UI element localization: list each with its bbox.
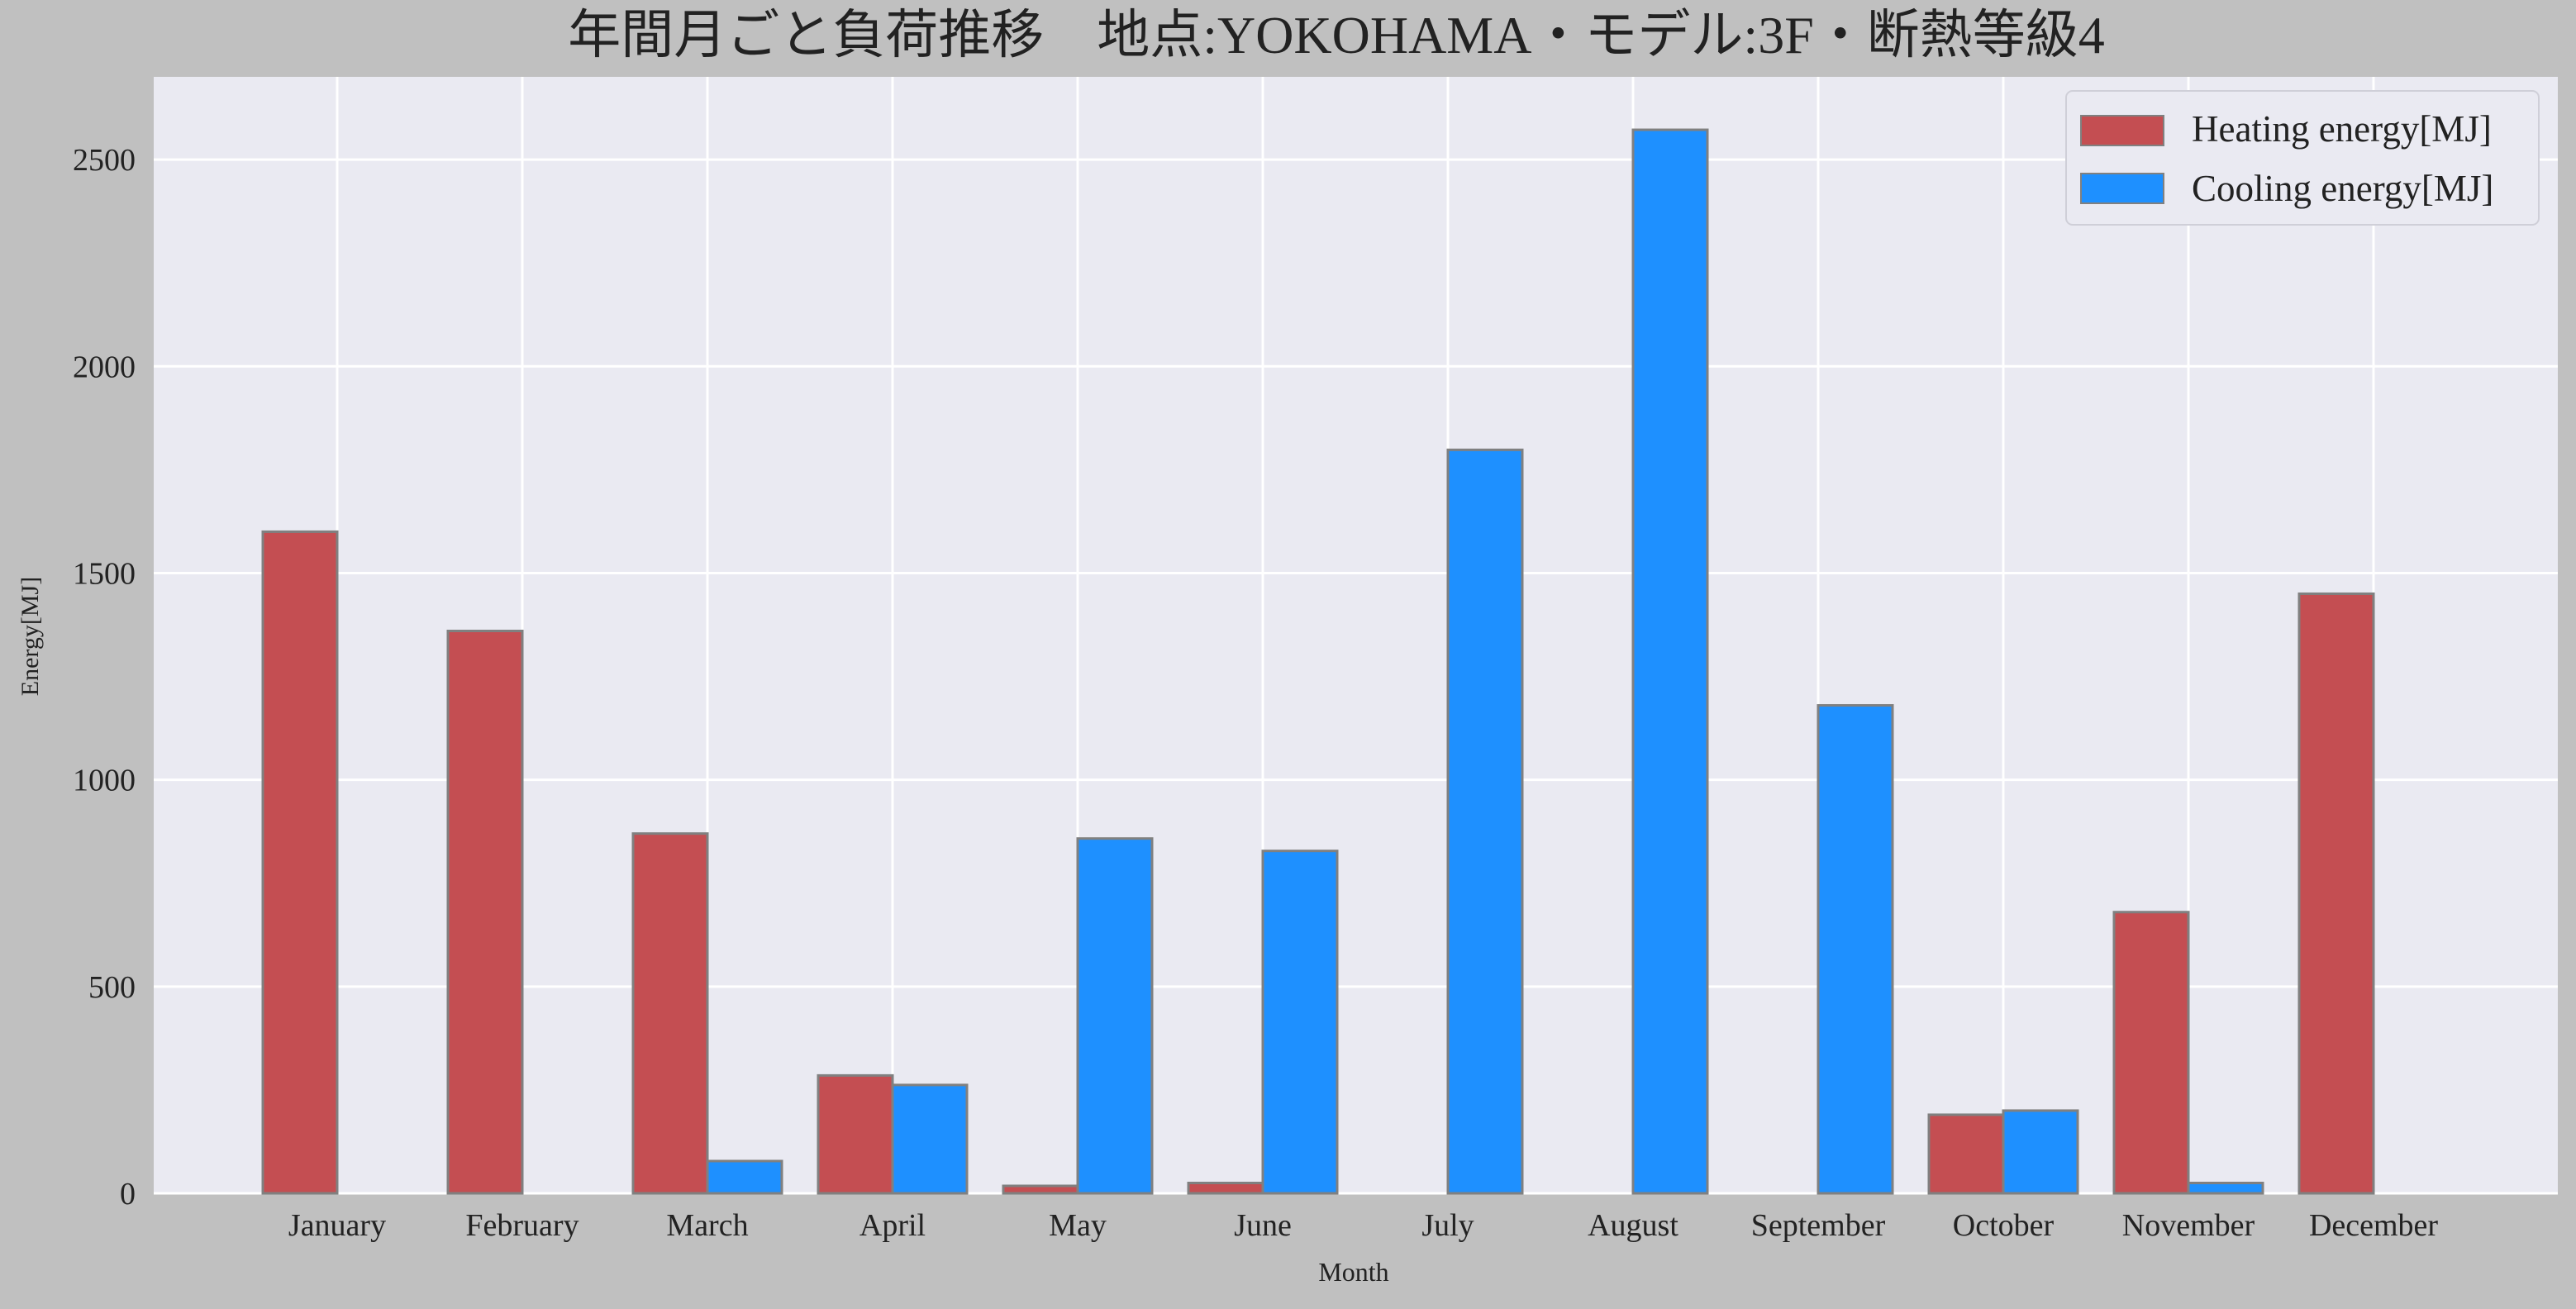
legend-swatch-heating [2080,115,2164,146]
bar-heating [1927,1113,2005,1195]
bar-heating [631,832,709,1195]
bar-heating [2297,592,2375,1195]
bar-heating [1002,1184,1079,1195]
bar-cooling [2002,1109,2079,1195]
y-axis-label: Energy[MJ] [17,577,44,696]
x-axis-ticks: January February March April May June July Augu… [288,1208,2438,1243]
y-tick-label: 1000 [73,764,136,798]
x-tick-label: June [1234,1208,1292,1243]
x-tick-label: December [2309,1208,2438,1243]
x-tick-label: July [1421,1208,1474,1243]
x-tick-label: March [666,1208,748,1243]
x-tick-label: February [465,1208,579,1243]
legend-box [2065,90,2540,226]
bars [261,128,2375,1195]
y-tick-label: 1500 [73,556,136,591]
y-tick-label: 2000 [73,350,136,384]
bar-cooling [1817,704,1894,1195]
bar-heating [1187,1181,1264,1195]
chart-title: 年間月ごと負荷推移 地点:YOKOHAMA・モデル:3F・断熱等級4 [568,6,2105,64]
y-tick-label: 2500 [73,143,136,178]
x-tick-label: November [2122,1208,2255,1243]
y-axis-ticks: 0 500 1000 1500 2000 2500 [73,143,136,1211]
x-tick-label: January [288,1208,386,1243]
legend: Heating energy[MJ] Cooling energy[MJ] [2065,90,2540,226]
x-tick-label: August [1588,1208,1678,1243]
bar-cooling [1446,448,1524,1195]
legend-label-heating: Heating energy[MJ] [2192,108,2492,150]
bar-cooling [1076,837,1154,1195]
x-tick-label: October [1953,1208,2055,1243]
bar-cooling [2187,1181,2264,1195]
bar-heating [2112,911,2190,1195]
bar-heating [261,530,339,1195]
y-tick-label: 0 [120,1177,136,1211]
legend-label-cooling: Cooling energy[MJ] [2192,168,2493,209]
bar-cooling [1261,850,1339,1195]
x-tick-label: September [1751,1208,1886,1243]
x-tick-label: May [1049,1208,1107,1243]
bar-heating [446,629,524,1195]
bar-cooling [891,1083,969,1195]
x-tick-label: April [859,1208,926,1243]
y-tick-label: 500 [88,970,136,1005]
legend-swatch-cooling [2080,173,2164,204]
bar-cooling [1631,128,1709,1195]
bar-cooling [706,1159,783,1195]
bar-heating [817,1073,894,1195]
x-axis-label: Month [1318,1257,1388,1287]
